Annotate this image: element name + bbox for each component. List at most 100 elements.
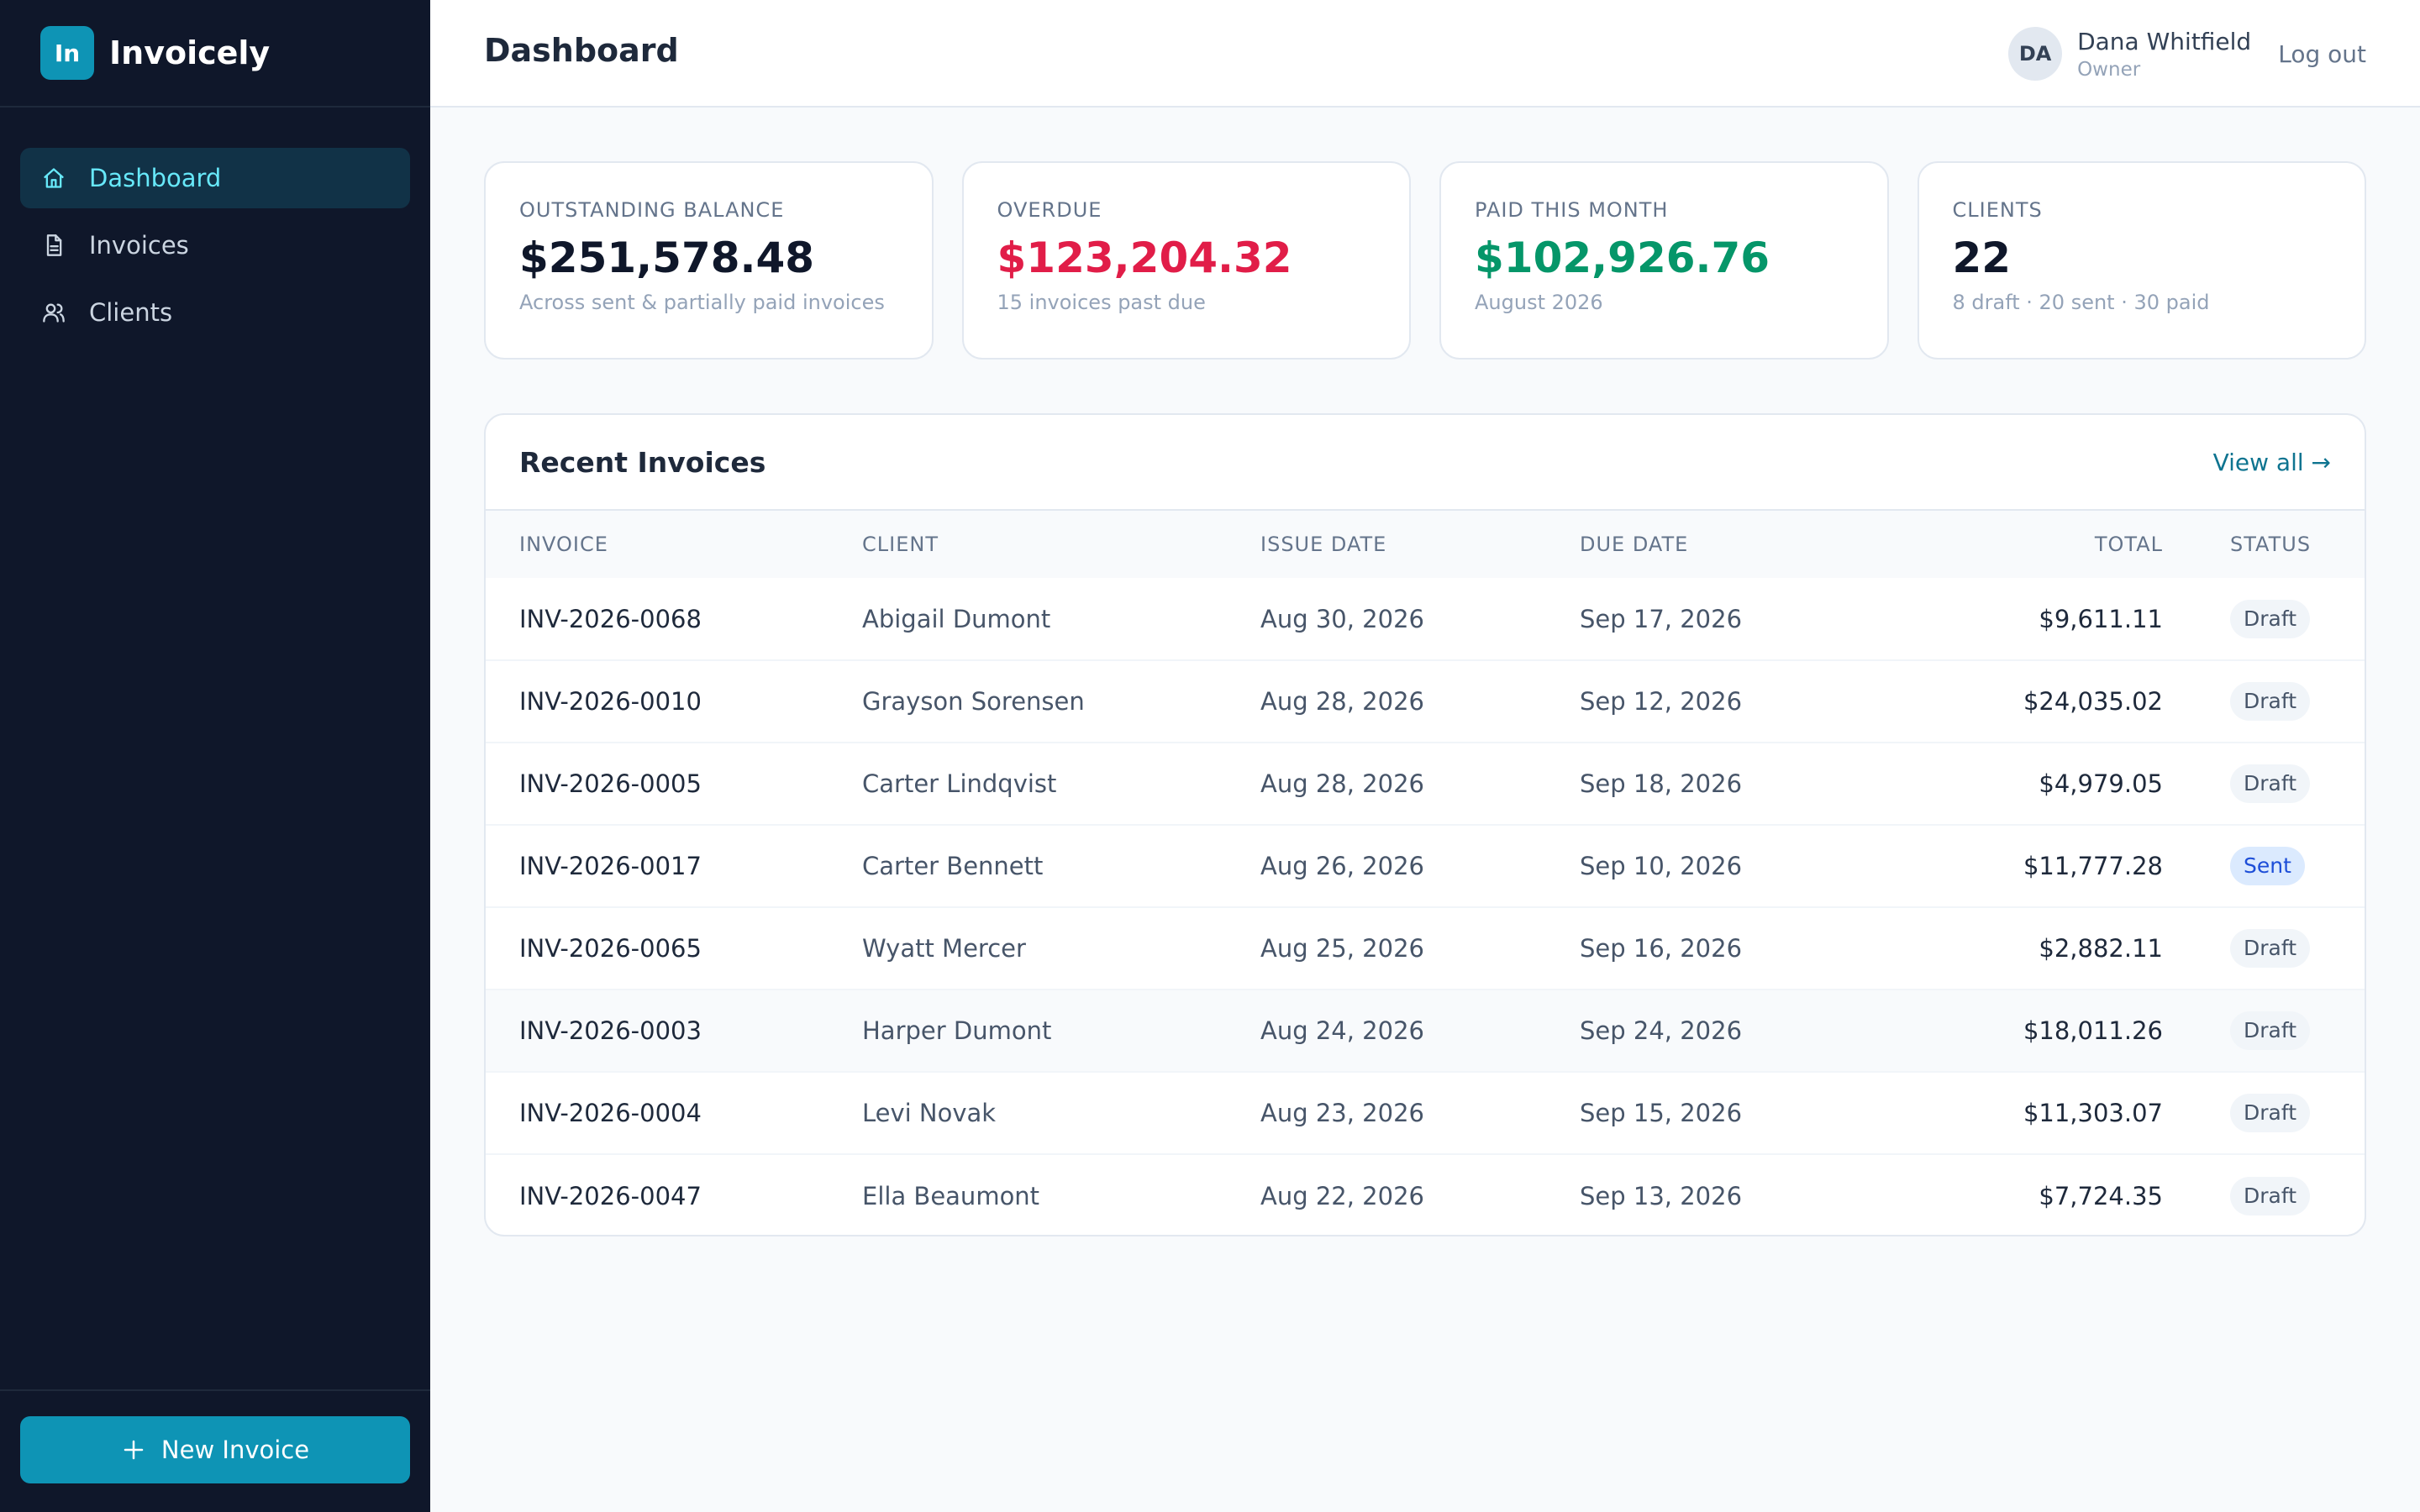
table-header: INVOICE CLIENT ISSUE DATE DUE DATE TOTAL…	[486, 511, 2365, 578]
new-invoice-button[interactable]: New Invoice	[20, 1416, 410, 1483]
top-header: Dashboard DA Dana Whitfield Owner Log ou…	[430, 0, 2420, 108]
invoice-number[interactable]: INV-2026-0047	[519, 1181, 702, 1210]
column-header-issue-date[interactable]: ISSUE DATE	[1260, 533, 1387, 556]
table-row[interactable]: INV-2026-0010 Grayson Sorensen Aug 28, 2…	[486, 660, 2365, 743]
stat-value: $102,926.76	[1475, 234, 1770, 282]
stat-value: $123,204.32	[997, 234, 1292, 282]
stat-label: OVERDUE	[997, 198, 1102, 222]
issue-date: Aug 25, 2026	[1260, 934, 1424, 963]
brand-name: Invoicely	[109, 34, 271, 71]
due-date: Sep 10, 2026	[1580, 852, 1743, 880]
page-title: Dashboard	[484, 32, 679, 69]
invoice-total: $7,724.35	[2039, 1181, 2163, 1210]
sidebar-footer: New Invoice	[0, 1389, 430, 1512]
status-cell: Draft	[2163, 1072, 2365, 1154]
status-cell: Draft	[2163, 1154, 2365, 1235]
invoice-number[interactable]: INV-2026-0065	[519, 934, 702, 963]
issue-date: Aug 28, 2026	[1260, 769, 1424, 798]
status-cell: Sent	[2163, 825, 2365, 907]
issue-date: Aug 28, 2026	[1260, 687, 1424, 716]
issue-date: Aug 26, 2026	[1260, 852, 1424, 880]
table-row[interactable]: INV-2026-0004 Levi Novak Aug 23, 2026 Se…	[486, 1072, 2365, 1154]
brand-logo: In	[40, 26, 94, 80]
invoice-number[interactable]: INV-2026-0017	[519, 852, 702, 880]
due-date: Sep 24, 2026	[1580, 1016, 1743, 1045]
table-header-row: INVOICE CLIENT ISSUE DATE DUE DATE TOTAL…	[486, 511, 2365, 578]
invoice-total: $11,777.28	[2023, 852, 2163, 880]
status-cell: Draft	[2163, 578, 2365, 660]
logout-button[interactable]: Log out	[2278, 39, 2366, 68]
invoice-total: $24,035.02	[2023, 687, 2163, 716]
stat-subtext: 8 draft · 20 sent · 30 paid	[1952, 291, 2210, 314]
stat-card-outstanding: OUTSTANDING BALANCE $251,578.48 Across s…	[484, 161, 934, 360]
client-name: Levi Novak	[862, 1099, 997, 1127]
stat-card-clients: CLIENTS 22 8 draft · 20 sent · 30 paid	[1917, 161, 2366, 360]
due-date: Sep 12, 2026	[1580, 687, 1743, 716]
users-icon	[42, 301, 66, 324]
stat-value: $251,578.48	[519, 234, 815, 282]
sidebar-item-label: Clients	[89, 298, 173, 327]
due-date: Sep 15, 2026	[1580, 1099, 1743, 1127]
stat-subtext: 15 invoices past due	[997, 291, 1206, 314]
status-badge: Draft	[2230, 1094, 2311, 1132]
client-name: Abigail Dumont	[862, 604, 1051, 633]
column-header-client[interactable]: CLIENT	[862, 533, 939, 556]
client-name: Grayson Sorensen	[862, 687, 1085, 716]
stat-label: CLIENTS	[1952, 198, 2043, 222]
table-row[interactable]: INV-2026-0068 Abigail Dumont Aug 30, 202…	[486, 578, 2365, 660]
column-header-status[interactable]: STATUS	[2230, 533, 2312, 556]
column-header-invoice[interactable]: INVOICE	[519, 533, 608, 556]
invoice-total: $4,979.05	[2039, 769, 2163, 798]
status-badge: Draft	[2230, 1011, 2311, 1050]
panel-header: Recent Invoices View all →	[486, 415, 2365, 511]
user-menu: DA Dana Whitfield Owner Log out	[2008, 20, 2366, 87]
status-badge: Sent	[2230, 847, 2305, 885]
client-name: Ella Beaumont	[862, 1181, 1040, 1210]
new-invoice-label: New Invoice	[160, 1436, 310, 1464]
issue-date: Aug 23, 2026	[1260, 1099, 1424, 1127]
status-cell: Draft	[2163, 743, 2365, 825]
invoice-number[interactable]: INV-2026-0005	[519, 769, 702, 798]
status-badge: Draft	[2230, 682, 2311, 721]
stat-card-overdue: OVERDUE $123,204.32 15 invoices past due	[961, 161, 1411, 360]
stat-subtext: Across sent & partially paid invoices	[519, 291, 885, 314]
brand[interactable]: In Invoicely	[0, 0, 430, 108]
stat-card-paid-this-month: PAID THIS MONTH $102,926.76 August 2026	[1439, 161, 1889, 360]
avatar[interactable]: DA	[2008, 27, 2063, 81]
status-cell: Draft	[2163, 907, 2365, 990]
table-row[interactable]: INV-2026-0065 Wyatt Mercer Aug 25, 2026 …	[486, 907, 2365, 990]
table-row[interactable]: INV-2026-0047 Ella Beaumont Aug 22, 2026…	[486, 1154, 2365, 1235]
client-name: Carter Lindqvist	[862, 769, 1057, 798]
table-row[interactable]: INV-2026-0017 Carter Bennett Aug 26, 202…	[486, 825, 2365, 907]
panel-title: Recent Invoices	[519, 445, 766, 479]
column-header-due-date[interactable]: DUE DATE	[1580, 533, 1689, 556]
invoice-number[interactable]: INV-2026-0010	[519, 687, 702, 716]
table-body: INV-2026-0068 Abigail Dumont Aug 30, 202…	[486, 578, 2365, 1235]
invoice-number[interactable]: INV-2026-0003	[519, 1016, 702, 1045]
sidebar-item-invoices[interactable]: Invoices	[20, 215, 410, 276]
client-name: Harper Dumont	[862, 1016, 1052, 1045]
sidebar-item-clients[interactable]: Clients	[20, 282, 410, 343]
invoice-total: $2,882.11	[2039, 934, 2163, 963]
issue-date: Aug 22, 2026	[1260, 1181, 1424, 1210]
sidebar-item-label: Dashboard	[89, 164, 222, 192]
client-name: Wyatt Mercer	[862, 934, 1026, 963]
document-icon	[42, 234, 66, 257]
plus-icon	[121, 1437, 146, 1462]
status-badge: Draft	[2230, 929, 2311, 968]
table-row[interactable]: INV-2026-0003 Harper Dumont Aug 24, 2026…	[486, 990, 2365, 1072]
invoices-table: INVOICE CLIENT ISSUE DATE DUE DATE TOTAL…	[486, 511, 2365, 1235]
user-name: Dana Whitfield	[2077, 27, 2252, 55]
status-badge: Draft	[2230, 764, 2311, 803]
table-row[interactable]: INV-2026-0005 Carter Lindqvist Aug 28, 2…	[486, 743, 2365, 825]
invoice-total: $9,611.11	[2039, 604, 2163, 633]
invoice-number[interactable]: INV-2026-0068	[519, 604, 702, 633]
client-name: Carter Bennett	[862, 852, 1044, 880]
view-all-link[interactable]: View all →	[2212, 448, 2331, 476]
status-badge: Draft	[2230, 1176, 2311, 1215]
sidebar-nav: Dashboard Invoices Clients	[0, 108, 430, 343]
column-header-total[interactable]: TOTAL	[2094, 533, 2163, 556]
stat-subtext: August 2026	[1475, 291, 1603, 314]
invoice-number[interactable]: INV-2026-0004	[519, 1099, 702, 1127]
sidebar-item-dashboard[interactable]: Dashboard	[20, 148, 410, 208]
